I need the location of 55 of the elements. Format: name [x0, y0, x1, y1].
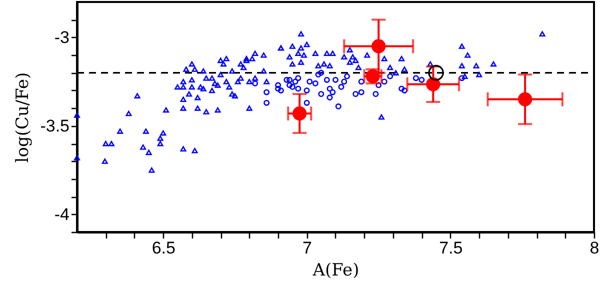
x-tick-label: 6.5: [152, 238, 176, 258]
point: [381, 78, 388, 85]
point: [426, 77, 440, 92]
point: [318, 91, 324, 97]
point: [458, 75, 465, 82]
point: [398, 86, 405, 92]
point: [278, 87, 284, 94]
point: [326, 94, 333, 101]
point: [418, 76, 425, 83]
point: [341, 78, 348, 85]
point: [252, 80, 258, 86]
point: [332, 76, 338, 83]
point: [387, 73, 394, 80]
y-axis-title: log(Cu/Fe): [13, 72, 34, 163]
point: [304, 87, 310, 94]
point: [312, 80, 318, 86]
y-tick-label: -3: [54, 28, 70, 47]
point: [304, 100, 310, 106]
point: [372, 39, 386, 54]
point: [275, 86, 282, 92]
point: [372, 91, 379, 97]
point: [358, 89, 364, 96]
point: [286, 76, 293, 83]
point: [518, 92, 532, 106]
point: [315, 72, 322, 78]
point: [289, 84, 296, 90]
x-tick-label: 8: [590, 238, 600, 258]
point: [284, 76, 290, 83]
point: [318, 70, 324, 76]
point: [428, 64, 444, 81]
point: [292, 78, 298, 85]
point: [295, 75, 302, 82]
point: [401, 87, 408, 94]
point: [264, 89, 270, 96]
point: [376, 82, 382, 88]
point: [412, 75, 419, 82]
point: [295, 86, 302, 92]
point: [358, 78, 364, 85]
point: [338, 84, 344, 90]
x-axis-title: A(Fe): [312, 260, 360, 280]
point: [335, 103, 342, 110]
point: [324, 76, 330, 83]
point: [344, 73, 350, 80]
point: [306, 78, 313, 85]
y-tick-label: -3.5: [40, 116, 70, 136]
x-tick-label: 7: [302, 238, 312, 258]
point: [352, 91, 359, 97]
point: [330, 89, 336, 96]
x-tick-label: 7.5: [439, 238, 463, 258]
y-tick-label: -4: [54, 204, 70, 224]
point: [286, 82, 293, 88]
point: [264, 100, 270, 106]
point: [292, 106, 307, 121]
point: [275, 82, 282, 88]
point: [326, 86, 333, 92]
